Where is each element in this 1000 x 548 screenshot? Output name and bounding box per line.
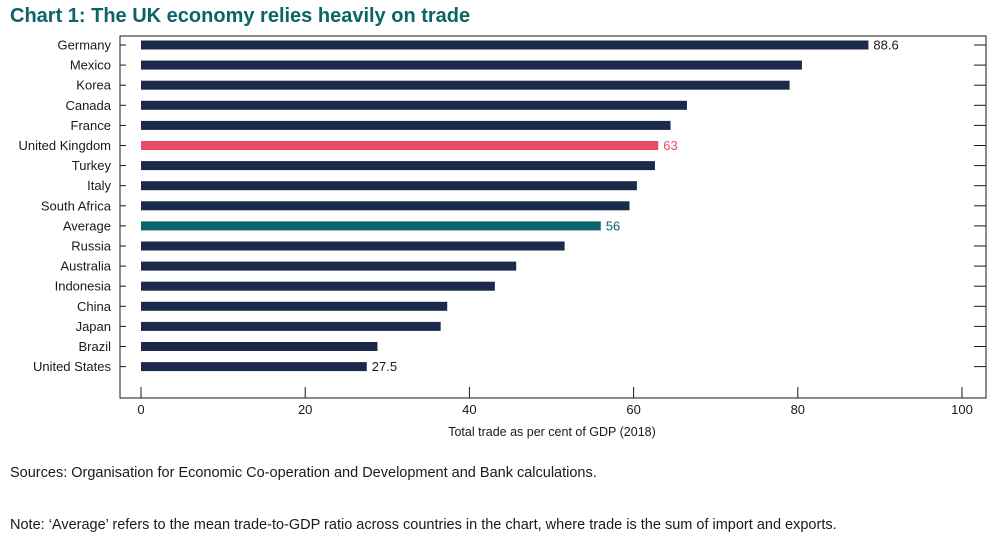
category-label-united-kingdom: United Kingdom (19, 138, 112, 153)
bar-turkey (141, 161, 655, 171)
bar-japan (141, 321, 441, 331)
bar-france (141, 120, 671, 130)
category-label-south-africa: South Africa (41, 198, 112, 213)
category-label-italy: Italy (87, 178, 111, 193)
category-label-russia: Russia (71, 239, 112, 254)
plot-frame (119, 35, 987, 399)
x-axis-label: Total trade as per cent of GDP (2018) (448, 425, 656, 439)
category-labels-group: Germany Mexico Korea Canada France United Kin… (19, 38, 986, 374)
data-label-average: 56 (606, 218, 620, 233)
bar-italy (141, 181, 637, 191)
note-text: Note: ‘Average’ refers to the mean trade… (10, 517, 837, 533)
bar-russia (141, 241, 565, 251)
x-tick-label-20: 20 (298, 402, 312, 417)
bar-indonesia (141, 281, 495, 291)
bar-brazil (141, 342, 378, 351)
bars-group (141, 40, 869, 372)
bar-south-africa (141, 201, 630, 211)
x-tick-label-100: 100 (951, 402, 973, 417)
bar-germany (141, 40, 869, 50)
data-label-united-states: 27.5 (372, 359, 397, 374)
bar-korea (141, 80, 790, 90)
x-tick-label-40: 40 (462, 402, 476, 417)
x-tick-label-0: 0 (137, 402, 144, 417)
category-label-canada: Canada (65, 98, 111, 113)
bar-china (141, 301, 448, 311)
category-label-average: Average (63, 218, 111, 233)
bar-australia (141, 261, 517, 271)
category-label-australia: Australia (60, 259, 111, 274)
data-label-united-kingdom: 63 (663, 138, 677, 153)
category-label-germany: Germany (58, 38, 112, 53)
chart-title: Chart 1: The UK economy relies heavily o… (10, 5, 471, 27)
category-label-indonesia: Indonesia (55, 279, 112, 294)
category-label-france: France (71, 118, 111, 133)
bar-average (141, 221, 601, 231)
category-label-mexico: Mexico (70, 58, 111, 73)
bar-canada (141, 100, 687, 110)
x-axis-ticks-group: 0 20 40 60 80 100 (137, 387, 973, 417)
sources-text: Sources: Organisation for Economic Co-op… (10, 465, 597, 481)
category-label-korea: Korea (76, 78, 111, 93)
category-label-china: China (77, 299, 112, 314)
category-label-united-states: United States (33, 359, 112, 374)
data-label-germany: 88.6 (873, 38, 898, 53)
bar-united-states (141, 362, 367, 372)
x-tick-label-60: 60 (626, 402, 640, 417)
bar-united-kingdom (141, 141, 659, 150)
x-tick-label-80: 80 (791, 402, 805, 417)
data-labels-group: 88.6 63 56 27.5 (372, 38, 899, 375)
bar-mexico (141, 60, 802, 70)
category-label-brazil: Brazil (78, 339, 111, 354)
category-label-turkey: Turkey (72, 158, 112, 173)
category-label-japan: Japan (76, 319, 111, 334)
